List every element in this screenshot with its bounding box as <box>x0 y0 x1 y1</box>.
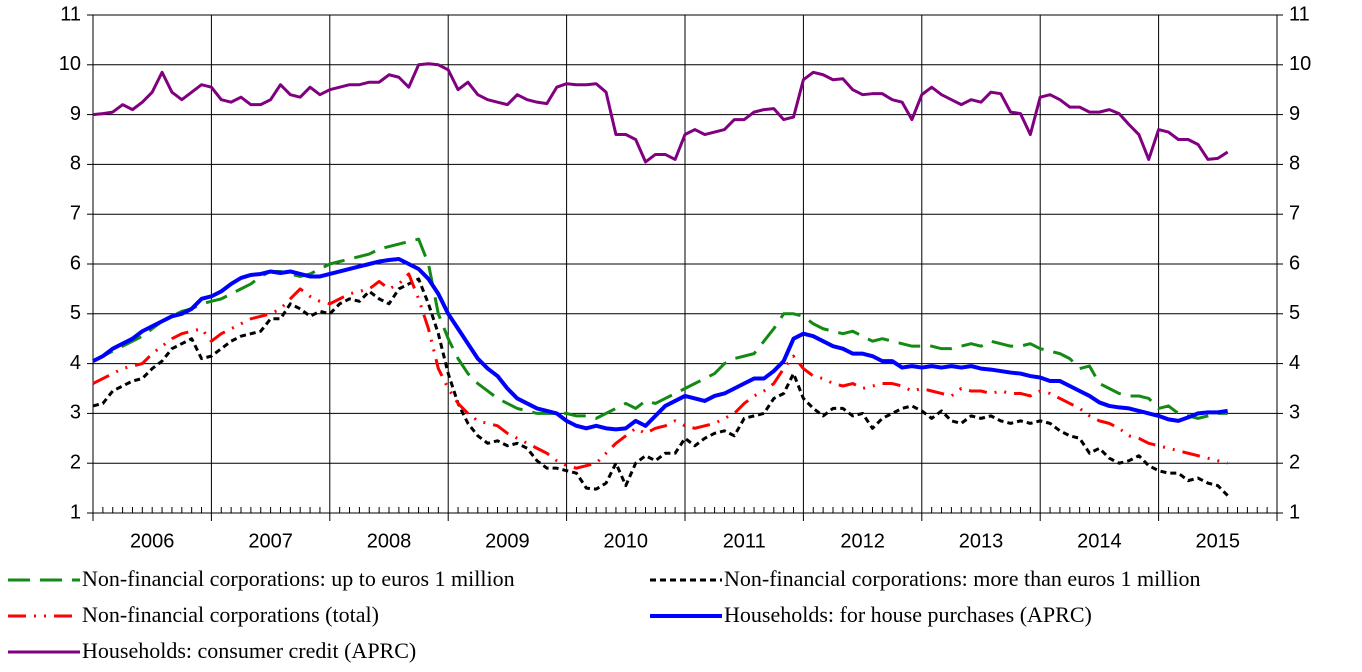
y-tick-label: 8 <box>70 153 81 175</box>
y2-tick-label: 2 <box>1289 451 1300 473</box>
legend-label: Non-financial corporations (total) <box>82 602 379 627</box>
y-tick-label: 2 <box>70 451 81 473</box>
x-tick-label: 2013 <box>959 530 1004 552</box>
y-tick-label: 11 <box>60 3 81 25</box>
y2-tick-label: 1 <box>1289 501 1300 523</box>
x-tick-label: 2007 <box>248 530 293 552</box>
y-tick-label: 10 <box>59 53 81 75</box>
legend-label: Households: consumer credit (APRC) <box>82 638 416 663</box>
y2-tick-label: 7 <box>1289 202 1300 224</box>
legend-label: Households: for house purchases (APRC) <box>724 602 1092 627</box>
y-tick-label: 9 <box>70 103 81 125</box>
y2-tick-label: 9 <box>1289 103 1300 125</box>
y2-tick-label: 5 <box>1289 302 1300 324</box>
series-line <box>92 272 1229 470</box>
x-tick-label: 2006 <box>130 530 175 552</box>
legend-label: Non-financial corporations: up to euros … <box>82 566 515 591</box>
y-tick-label: 6 <box>70 252 81 274</box>
y2-tick-label: 11 <box>1289 3 1310 25</box>
x-tick-label: 2014 <box>1077 530 1122 552</box>
x-tick-label: 2009 <box>485 530 530 552</box>
y2-tick-label: 6 <box>1289 252 1300 274</box>
y-tick-label: 4 <box>70 352 81 374</box>
y2-tick-label: 10 <box>1289 53 1311 75</box>
y-tick-label: 3 <box>70 402 81 424</box>
series-line <box>92 257 1228 432</box>
legend-label: Non-financial corporations: more than eu… <box>724 566 1201 591</box>
x-tick-label: 2010 <box>604 530 649 552</box>
y2-tick-label: 3 <box>1289 402 1300 424</box>
y-tick-label: 5 <box>70 302 81 324</box>
y-tick-label: 7 <box>70 202 81 224</box>
y2-tick-label: 4 <box>1289 352 1300 374</box>
x-tick-label: 2011 <box>723 530 766 552</box>
y2-tick-label: 8 <box>1289 153 1300 175</box>
x-tick-label: 2012 <box>840 530 885 552</box>
series-line <box>92 62 1229 164</box>
x-tick-label: 2015 <box>1196 530 1241 552</box>
y-tick-label: 1 <box>70 501 81 523</box>
x-tick-label: 2008 <box>367 530 412 552</box>
series-line <box>92 277 1229 497</box>
